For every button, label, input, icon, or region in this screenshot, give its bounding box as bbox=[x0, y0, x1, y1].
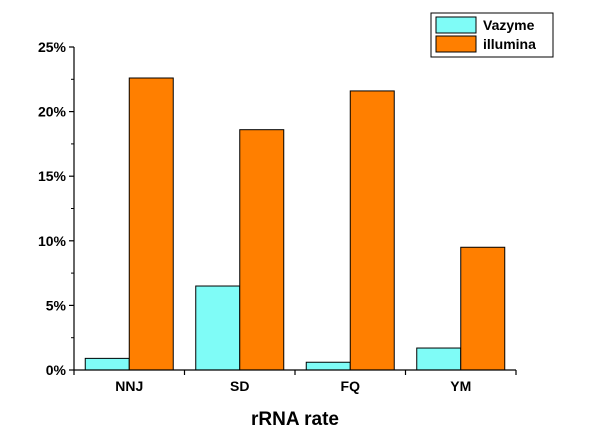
legend-swatch-vazyme bbox=[435, 16, 477, 34]
bar-vazyme-ym bbox=[416, 347, 462, 371]
x-categories: NNJ SD FQ YM bbox=[73, 370, 517, 394]
x-category-label: YM bbox=[450, 378, 471, 394]
bar-vazyme-nnj bbox=[84, 357, 130, 371]
y-tick-label: 15% bbox=[38, 168, 67, 184]
legend-swatch-illumina bbox=[435, 35, 477, 53]
bars-layer bbox=[84, 77, 506, 371]
legend-label-vazyme: Vazyme bbox=[483, 17, 535, 33]
y-tick-label: 0% bbox=[46, 362, 67, 378]
x-axis-title: rRNA rate bbox=[251, 409, 339, 430]
x-category-label: SD bbox=[230, 378, 249, 394]
x-category-label: FQ bbox=[341, 378, 361, 394]
x-category-label: NNJ bbox=[115, 378, 143, 394]
y-tick-label: 20% bbox=[38, 104, 67, 120]
bar-vazyme-sd bbox=[195, 285, 241, 371]
y-tick-label: 25% bbox=[38, 39, 67, 55]
y-ticks: 0% 5% 10% 15% 20% 25% bbox=[38, 39, 74, 378]
y-tick-label: 10% bbox=[38, 233, 67, 249]
legend: Vazyme illumina bbox=[430, 12, 554, 58]
bar-illumina-nnj bbox=[128, 77, 174, 371]
bar-illumina-fq bbox=[349, 90, 395, 371]
bar-illumina-ym bbox=[460, 246, 506, 371]
bar-illumina-sd bbox=[239, 129, 285, 371]
y-tick-label: 5% bbox=[46, 297, 67, 313]
bar-vazyme-fq bbox=[305, 361, 351, 371]
legend-label-illumina: illumina bbox=[483, 36, 536, 52]
